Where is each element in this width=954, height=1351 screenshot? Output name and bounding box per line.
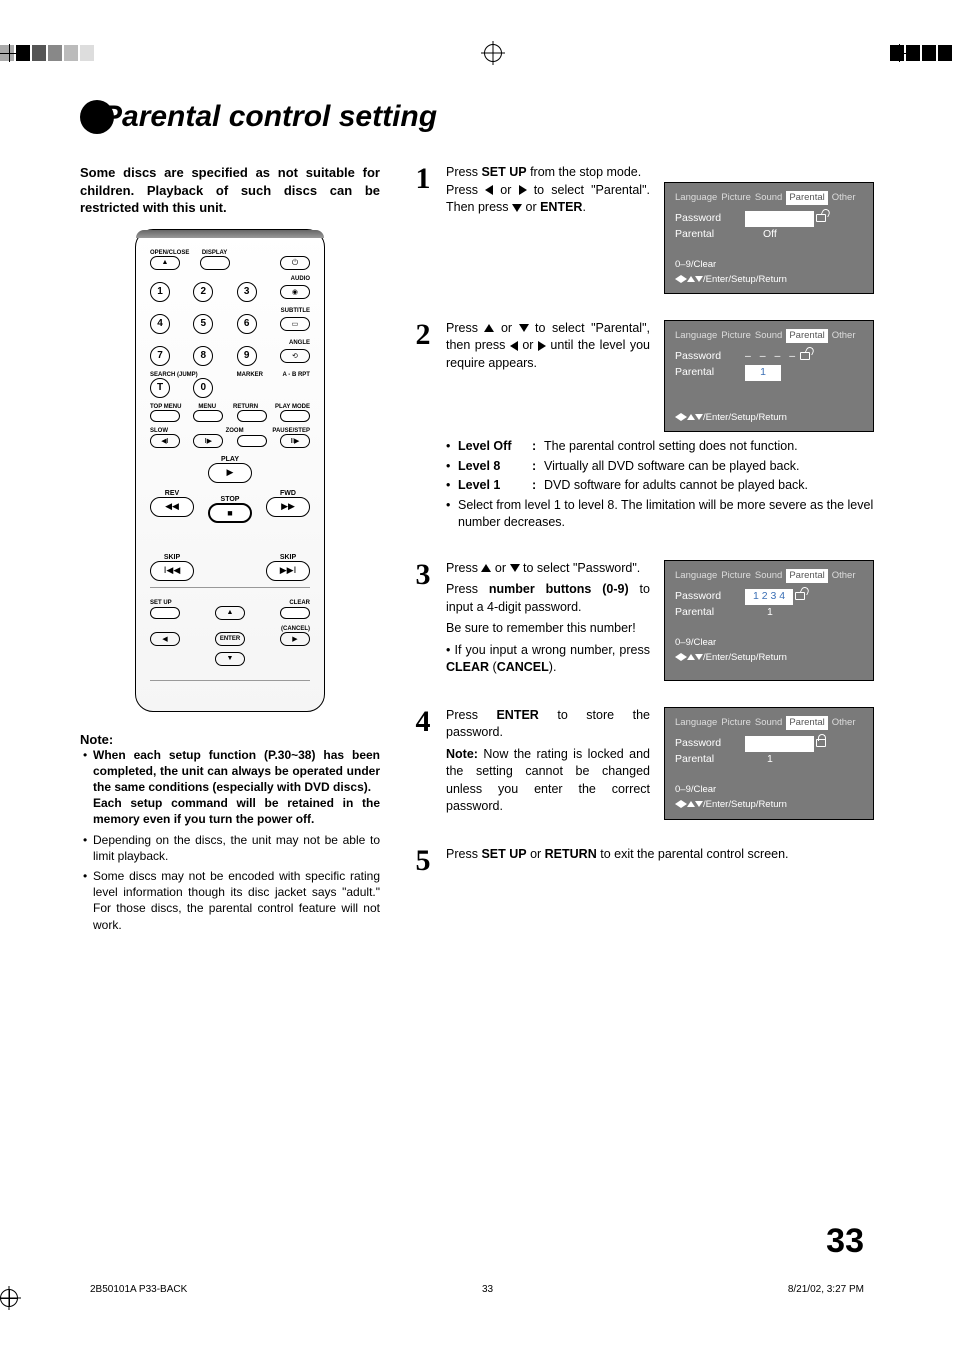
step-3: 3 Press or to select "Password". Press n… <box>410 560 874 681</box>
right-arrow-icon: ▶ <box>280 632 310 646</box>
osd-panel-4: LanguagePictureSoundParentalOther Passwo… <box>664 707 874 820</box>
up-triangle-icon <box>484 324 494 332</box>
down-triangle-icon <box>510 564 520 572</box>
left-arrow-icon: ◀ <box>150 632 180 646</box>
unlock-icon <box>816 214 826 222</box>
skip-fwd-icon: ▶▶Ⅰ <box>266 561 310 581</box>
registration-target-icon <box>484 44 502 62</box>
page-title: Parental control setting <box>80 100 874 134</box>
notes-list: When each setup function (P.30~38) has b… <box>83 747 380 933</box>
right-triangle-icon <box>538 341 546 351</box>
up-arrow-icon: ▲ <box>215 606 245 620</box>
step-4: 4 Press ENTER to store the password. Not… <box>410 707 874 820</box>
power-icon: ⏻ <box>280 256 310 270</box>
left-triangle-icon <box>510 341 518 351</box>
lock-icon <box>816 739 826 747</box>
intro-text: Some discs are specified as not suitable… <box>80 164 380 217</box>
osd-panel-1: LanguagePictureSoundParentalOther Passwo… <box>664 182 874 294</box>
unlock-icon <box>795 592 805 600</box>
step-1: 1 Press SET UP from the stop mode. Press… <box>410 164 874 294</box>
step-5: 5 Press SET UP or RETURN to exit the par… <box>410 846 874 876</box>
eject-icon: ▲ <box>150 256 180 270</box>
right-triangle-icon <box>519 185 527 195</box>
rewind-icon: ◀◀ <box>150 497 194 517</box>
step-2: 2 Press or to select "Parental", then pr… <box>410 320 874 534</box>
forward-icon: ▶▶ <box>266 497 310 517</box>
down-triangle-icon <box>519 324 529 332</box>
registration-marks-top <box>0 40 954 66</box>
page-number: 33 <box>826 1222 864 1261</box>
level-descriptions: Level Off:The parental control setting d… <box>446 438 874 532</box>
left-triangle-icon <box>485 185 493 195</box>
registration-marks-bottom <box>0 1285 954 1311</box>
unlock-icon <box>800 352 810 360</box>
up-triangle-icon <box>481 564 491 572</box>
skip-back-icon: Ⅰ◀◀ <box>150 561 194 581</box>
stop-icon: ■ <box>208 503 252 523</box>
osd-panel-3: LanguagePictureSoundParentalOther Passwo… <box>664 560 874 681</box>
play-icon: ▶ <box>208 463 252 483</box>
osd-panel-2: LanguagePictureSoundParentalOther Passwo… <box>664 320 874 432</box>
note-heading: Note: <box>80 732 380 747</box>
down-triangle-icon <box>512 204 522 212</box>
remote-control-illustration: OPEN/CLOSE▲ DISPLAY ⏻ AUDIO 1 2 3 ◉ SUBT… <box>135 229 325 712</box>
down-arrow-icon: ▼ <box>215 652 245 666</box>
